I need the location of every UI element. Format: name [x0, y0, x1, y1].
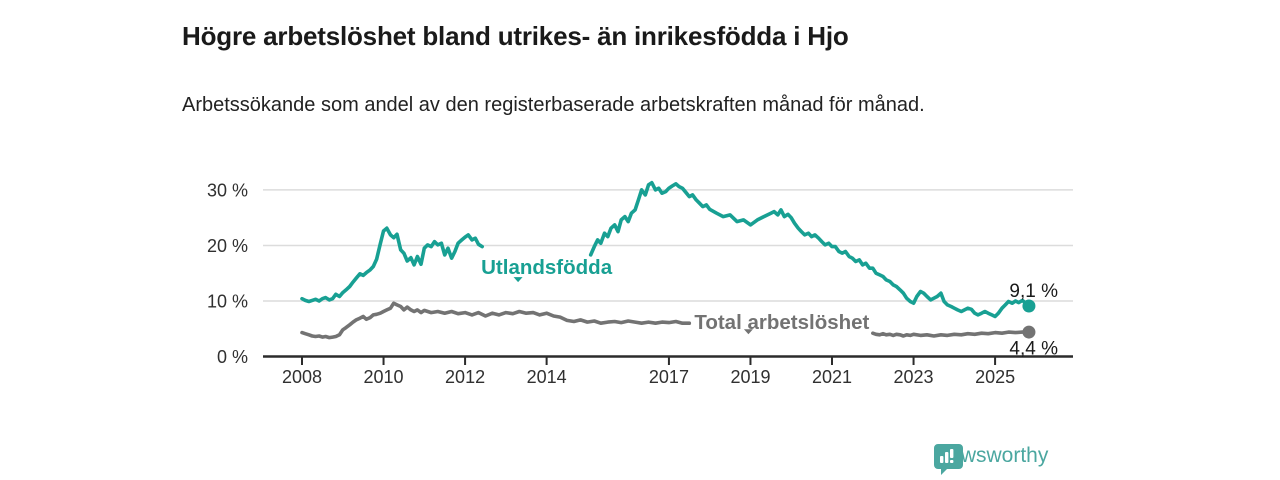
series-inline-label: Total arbetslöshet	[694, 311, 869, 334]
y-tick-label: 0 %	[217, 347, 248, 367]
page-title: Högre arbetslöshet bland utrikes- än inr…	[182, 21, 849, 52]
end-value-label: 4,4 %	[1009, 339, 1058, 360]
chart-subtitle: Arbetssökande som andel av den registerb…	[182, 94, 925, 116]
y-tick-label: 10 %	[207, 291, 248, 311]
series-line	[870, 330, 1031, 338]
x-tick-label: 2023	[894, 367, 934, 387]
x-tick-label: 2012	[445, 367, 485, 387]
x-tick-label: 2019	[730, 367, 770, 387]
label-caret-icon	[513, 277, 523, 283]
series-end-dot	[1022, 299, 1036, 313]
series-line	[300, 301, 692, 340]
x-tick-label: 2021	[812, 367, 852, 387]
series-end-dot	[1022, 325, 1036, 339]
series-line	[300, 226, 485, 304]
x-tick-label: 2017	[649, 367, 689, 387]
x-tick-label: 2025	[975, 367, 1015, 387]
newsworthy-bars-icon	[934, 444, 963, 475]
label-caret-icon	[743, 329, 753, 335]
series-line	[588, 180, 1031, 319]
y-tick-label: 30 %	[207, 180, 248, 200]
series-inline-label: Utlandsfödda	[481, 256, 613, 279]
newsworthy-logo: Newsworthy	[934, 444, 1048, 475]
y-tick-label: 20 %	[207, 236, 248, 256]
x-tick-label: 2008	[282, 367, 322, 387]
x-tick-label: 2014	[527, 367, 567, 387]
x-tick-label: 2010	[364, 367, 404, 387]
end-value-label: 9,1 %	[1009, 281, 1058, 302]
